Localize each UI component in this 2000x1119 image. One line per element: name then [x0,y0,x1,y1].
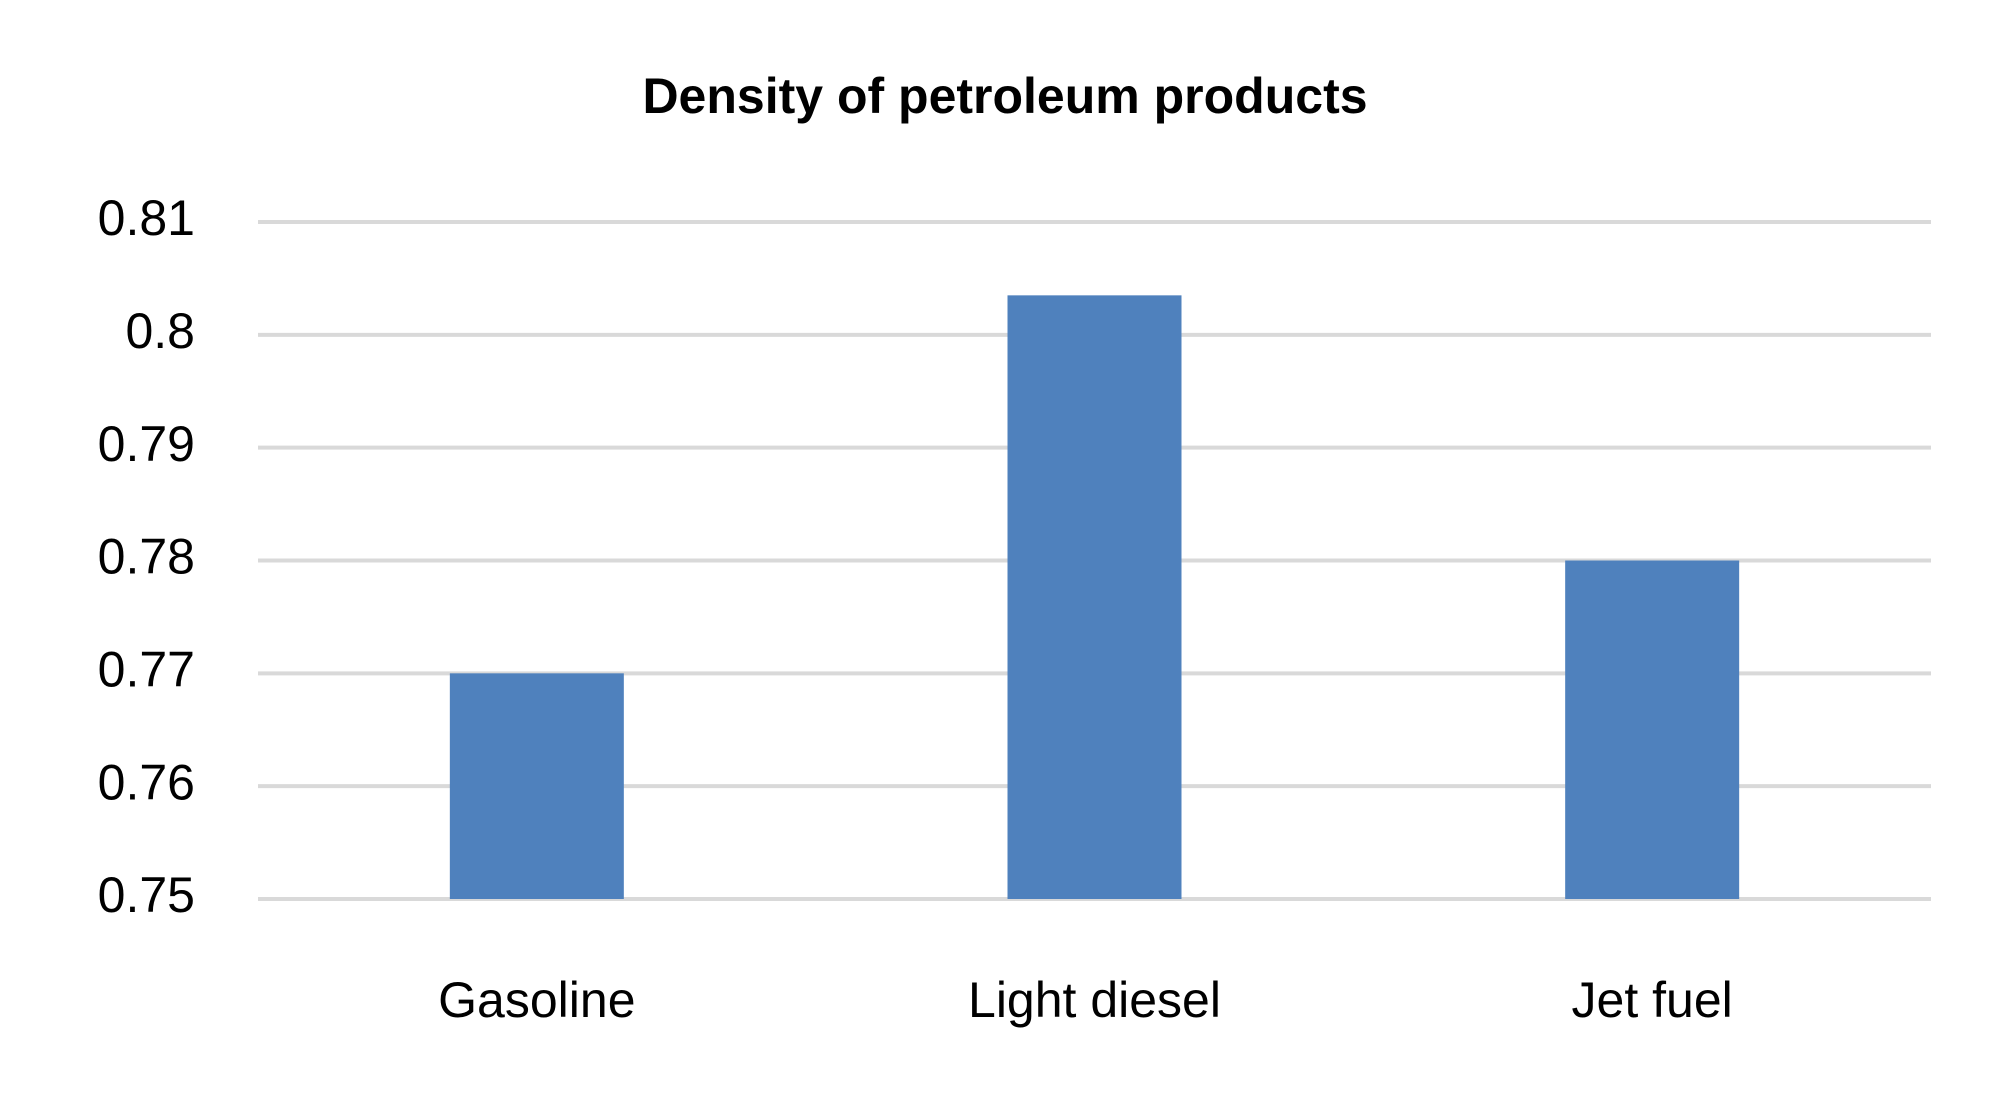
x-tick-label: Gasoline [438,972,635,1028]
y-tick-label: 0.81 [98,190,195,246]
x-tick-label: Light diesel [968,972,1221,1028]
chart-title: Density of petroleum products [642,68,1367,124]
y-tick-label: 0.79 [98,416,195,472]
bar [1007,295,1182,899]
y-tick-label: 0.8 [125,303,195,359]
x-tick-label: Jet fuel [1572,972,1733,1028]
bar [449,673,624,899]
y-tick-label: 0.78 [98,529,195,585]
bar [1565,560,1740,899]
y-tick-label: 0.77 [98,642,195,698]
y-tick-label: 0.75 [98,867,195,923]
y-tick-label: 0.76 [98,754,195,810]
